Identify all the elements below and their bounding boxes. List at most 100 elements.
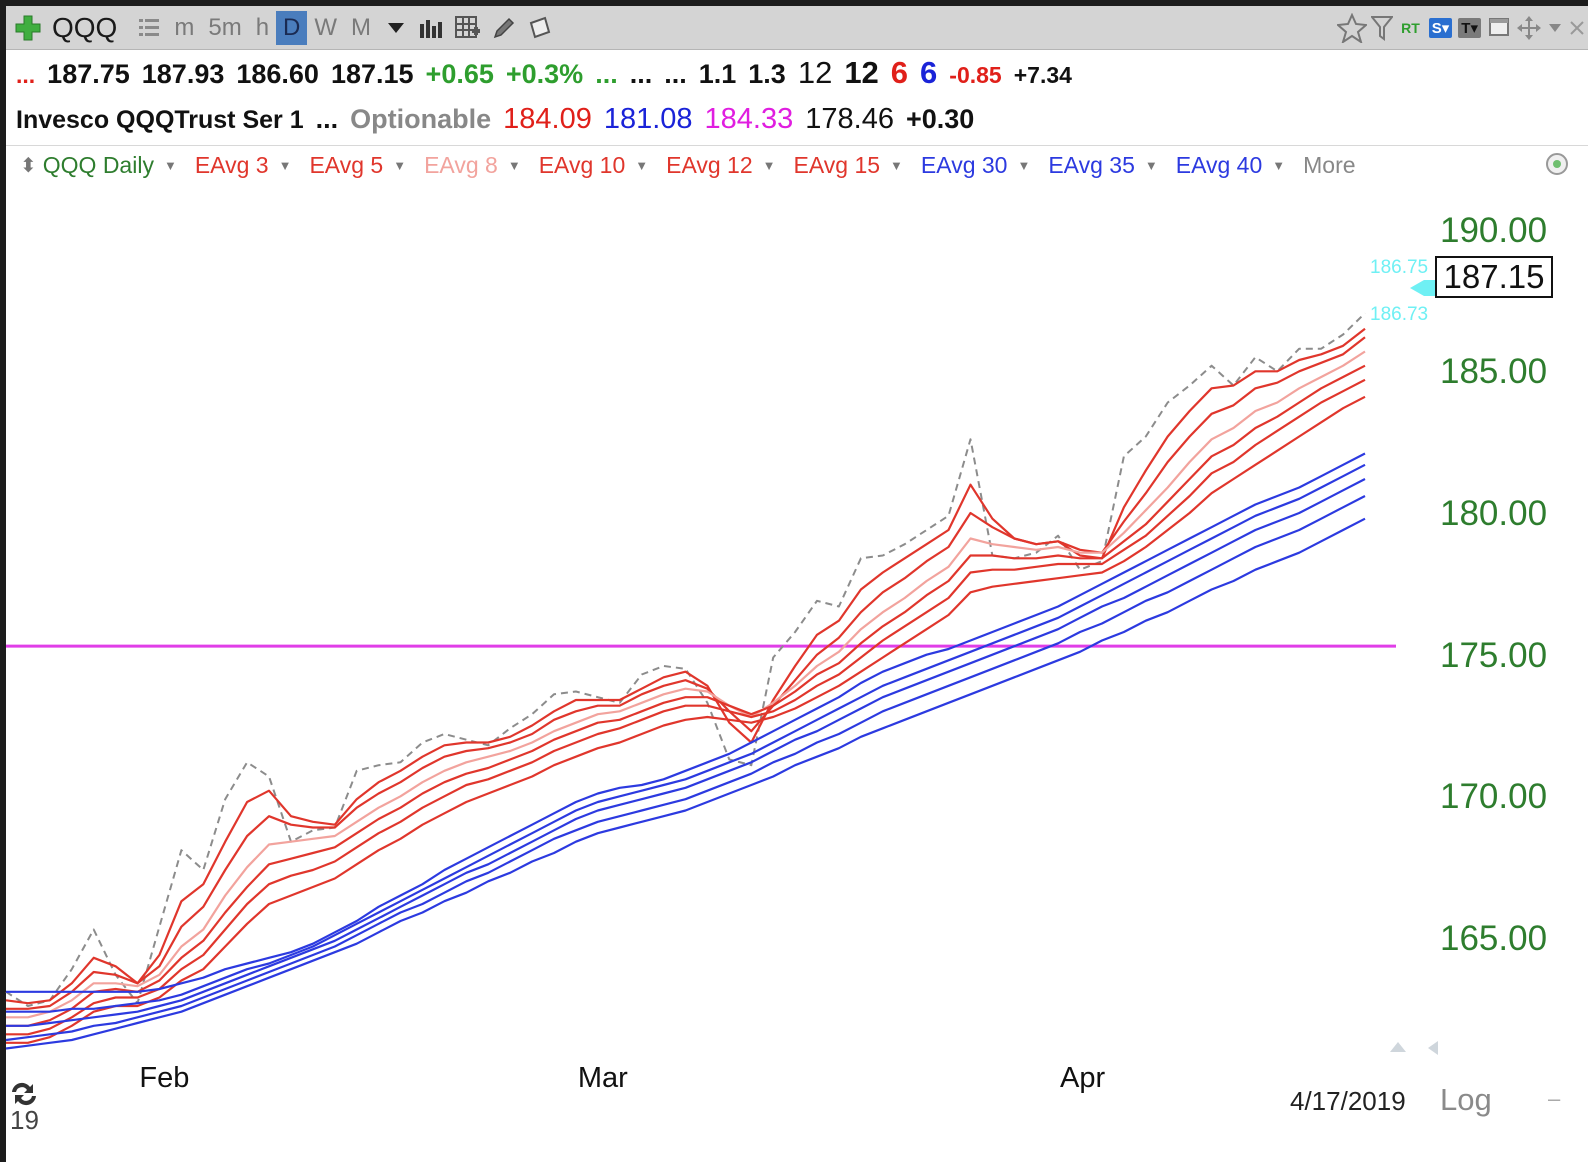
toolbar-right-group: RT S▾ T▾ xyxy=(1335,6,1588,50)
legend-item-label: EAvg 15 xyxy=(793,152,881,178)
legend-item[interactable]: EAvg 30 ▼ xyxy=(921,152,1030,179)
chevron-down-icon[interactable]: ▼ xyxy=(635,158,649,173)
legend-item-label: EAvg 12 xyxy=(666,152,753,178)
year-label: 19 xyxy=(10,1105,39,1135)
info-price-2: 181.08 xyxy=(603,103,693,135)
info-price-4: 178.46 xyxy=(805,103,894,135)
legend-item[interactable]: EAvg 8 ▼ xyxy=(424,152,521,179)
legend-item[interactable]: EAvg 40 ▼ xyxy=(1176,152,1285,179)
chevron-down-icon[interactable]: ▼ xyxy=(890,158,903,173)
quote-value-1: 1.1 xyxy=(698,59,737,89)
toolbar: QQQ m 5m h D W M RT S▾ T▾ xyxy=(6,6,1588,50)
series-line-11 xyxy=(5,517,1366,1050)
chevron-down-icon[interactable]: ▼ xyxy=(507,158,521,173)
chevron-down-icon[interactable]: ▼ xyxy=(1144,158,1158,173)
t-badge-label: T xyxy=(1461,20,1471,37)
legend-items: QQQ Daily ▼ EAvg 3 ▼ EAvg 5 ▼ EAvg 8 ▼ EAvg 10 ▼ E… xyxy=(43,152,1303,179)
scroll-arrows-icon[interactable] xyxy=(1386,1036,1446,1060)
quote-change: +0.65 xyxy=(425,59,494,89)
chart-settings-icon[interactable] xyxy=(1545,152,1569,176)
menu-dropdown-icon[interactable] xyxy=(1544,11,1566,45)
chevron-down-icon[interactable]: ▼ xyxy=(393,158,407,173)
legend-item-label: QQQ Daily xyxy=(42,152,154,178)
chevron-down-icon[interactable]: ▼ xyxy=(278,158,292,173)
sync-icon[interactable] xyxy=(8,1080,40,1108)
chevron-down-icon[interactable]: ▼ xyxy=(163,158,177,173)
series-line-0 xyxy=(5,312,1366,1007)
series-line-5 xyxy=(6,378,1366,1036)
current-date-label: 4/17/2019 xyxy=(1290,1086,1406,1116)
quote-number-1: 12 xyxy=(797,55,833,90)
legend-item[interactable]: EAvg 10 ▼ xyxy=(539,152,648,179)
window-icon[interactable] xyxy=(1484,11,1514,45)
timeframe-5m[interactable]: 5m xyxy=(208,13,242,41)
close-icon[interactable] xyxy=(1566,11,1588,45)
move-icon[interactable] xyxy=(1514,11,1544,45)
legend-item-label: EAvg 35 xyxy=(1048,152,1135,178)
price-marker-icon xyxy=(1410,280,1438,296)
log-scale-toggle[interactable]: Log xyxy=(1440,1082,1492,1117)
bar-chart-icon[interactable] xyxy=(414,11,450,45)
series-line-3 xyxy=(6,350,1366,1019)
info-price-1: 184.09 xyxy=(503,103,592,135)
scale-dash-icon[interactable]: – xyxy=(1548,1086,1561,1111)
notes-icon[interactable] xyxy=(522,11,558,45)
legend-item[interactable]: EAvg 35 ▼ xyxy=(1048,152,1157,179)
chevron-down-icon[interactable]: ▼ xyxy=(1017,158,1031,173)
list-icon[interactable] xyxy=(131,11,167,45)
x-tick-label: Mar xyxy=(577,1062,628,1094)
x-tick-label: Apr xyxy=(1060,1062,1106,1094)
legend-item-label: EAvg 5 xyxy=(309,152,384,178)
indicator-grid-icon[interactable] xyxy=(450,11,486,45)
series-line-2 xyxy=(6,336,1366,1010)
legend-item[interactable]: EAvg 12 ▼ xyxy=(666,152,775,179)
filter-icon[interactable] xyxy=(1369,11,1395,45)
security-name: Invesco QQQTrust Ser 1 xyxy=(16,106,304,134)
optionable-label: Optionable xyxy=(350,104,492,134)
quote-row: ... 187.75 187.93 186.60 187.15 +0.65 +0… xyxy=(16,55,1084,91)
quote-value-2: 1.3 xyxy=(748,59,786,89)
legend-item[interactable]: EAvg 15 ▼ xyxy=(794,152,903,179)
draw-pencil-icon[interactable] xyxy=(486,11,522,45)
legend-item-label: EAvg 40 xyxy=(1175,152,1263,178)
timeframe-h[interactable]: h xyxy=(255,13,270,41)
legend-grip-icon[interactable]: ⬍ xyxy=(20,155,37,177)
timeframe-m[interactable]: m xyxy=(174,13,195,41)
timeframe-d[interactable]: D xyxy=(276,10,308,45)
quote-dots-green: ... xyxy=(595,59,618,89)
timeframe-mo[interactable]: M xyxy=(351,13,372,41)
timeframe-dropdown-icon[interactable] xyxy=(378,11,414,45)
series-line-4 xyxy=(6,364,1366,1027)
info-price-3: 184.33 xyxy=(704,103,794,135)
series-line-1 xyxy=(5,327,1366,1005)
s-badge[interactable]: S▾ xyxy=(1428,18,1453,38)
legend-more-button[interactable]: More xyxy=(1303,152,1356,178)
info-row: Invesco QQQTrust Ser 1 ... Optionable 18… xyxy=(16,103,986,136)
legend-item[interactable]: EAvg 3 ▼ xyxy=(195,152,292,179)
series-line-6 xyxy=(6,395,1366,1044)
symbol-label[interactable]: QQQ xyxy=(52,11,118,43)
quote-close: 187.15 xyxy=(330,59,414,89)
info-price-5: +0.30 xyxy=(905,104,975,134)
legend-item-label: EAvg 8 xyxy=(424,152,498,178)
quote-low: 186.60 xyxy=(236,59,319,89)
legend-item[interactable]: EAvg 5 ▼ xyxy=(309,152,406,179)
chevron-down-icon[interactable]: ▼ xyxy=(762,158,776,173)
series-line-10 xyxy=(5,495,1366,1042)
y-tick-label: 190.00 xyxy=(1440,210,1548,250)
rt-badge[interactable]: RT xyxy=(1401,20,1420,36)
legend-item-label: EAvg 10 xyxy=(538,152,626,178)
last-price-box: 187.15 xyxy=(1435,256,1553,298)
chevron-down-icon[interactable]: ▼ xyxy=(1272,158,1286,173)
add-symbol-icon[interactable] xyxy=(10,11,46,45)
t-badge[interactable]: T▾ xyxy=(1458,18,1481,38)
quote-number-4: 6 xyxy=(920,55,938,90)
series-line-9 xyxy=(6,478,1366,1027)
legend-item[interactable]: QQQ Daily ▼ xyxy=(43,152,177,179)
quote-number-3: 6 xyxy=(890,55,909,90)
y-tick-label: 165.00 xyxy=(1440,918,1548,958)
timeframe-w[interactable]: W xyxy=(314,13,338,41)
star-icon[interactable] xyxy=(1335,11,1369,45)
